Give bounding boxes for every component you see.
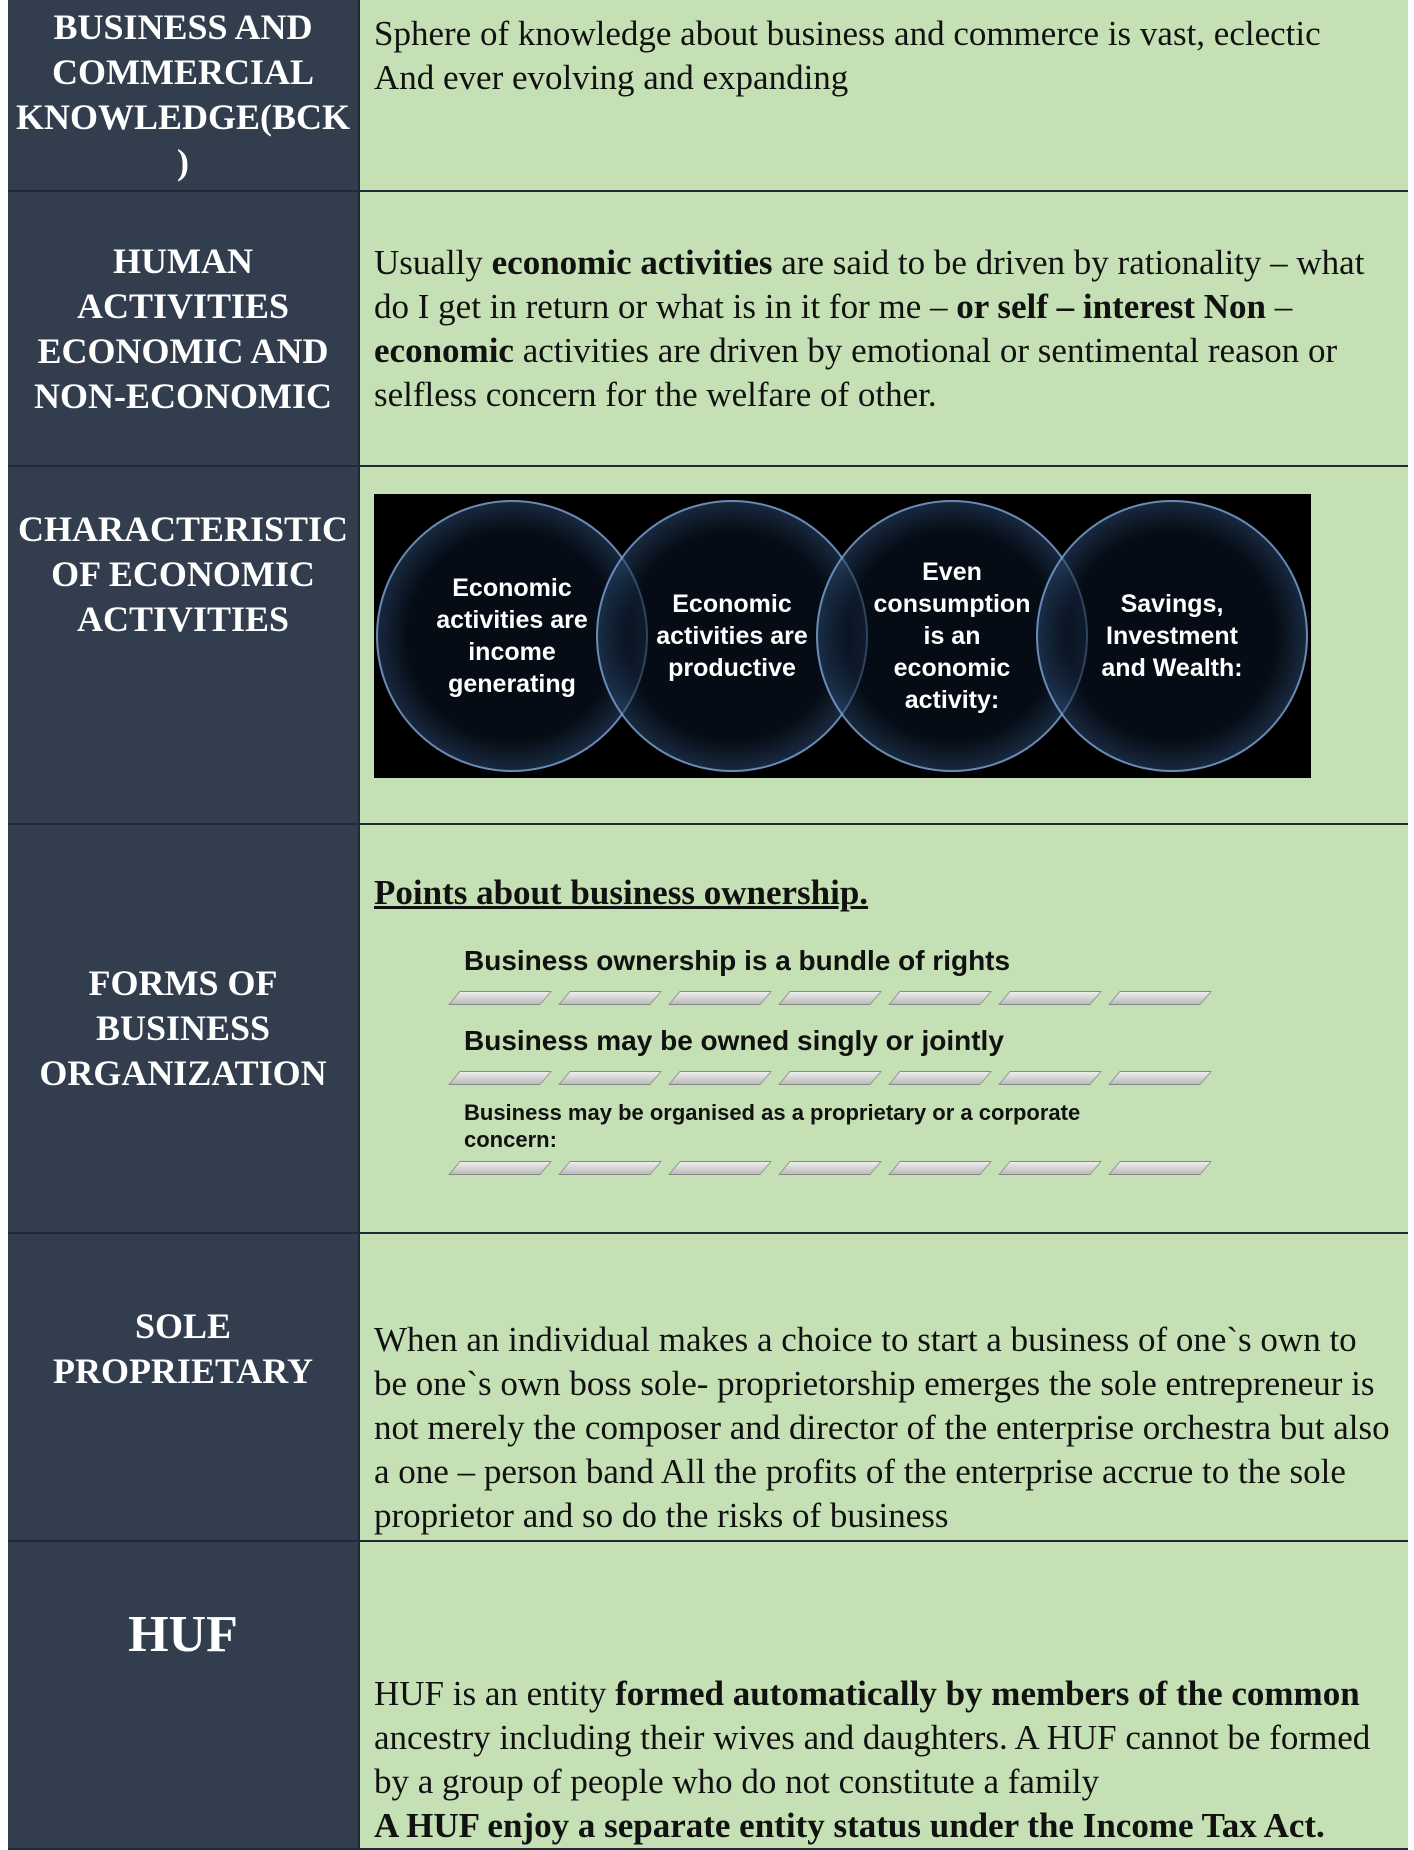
decor-bands <box>448 991 1396 1005</box>
text: ancestry including their wives and daugh… <box>374 1718 1371 1801</box>
point: Business may be organised as a proprieta… <box>464 1100 1081 1152</box>
decor-bands <box>448 1071 1396 1085</box>
bold-text: formed automatically by members of the c… <box>615 1674 1360 1713</box>
row-content: Economic activities are income generatin… <box>360 467 1408 823</box>
band <box>778 1071 882 1085</box>
table-row: SOLE PROPRIETARY When an individual makes… <box>8 1234 1408 1542</box>
paragraph: HUF is an entity formed automatically by… <box>374 1672 1396 1804</box>
text: activities are driven by emotional or se… <box>374 330 1338 414</box>
band <box>778 991 882 1005</box>
band <box>888 991 992 1005</box>
bold-text: A HUF enjoy a separate entity status und… <box>374 1806 1325 1845</box>
row-content: Sphere of knowledge about business and c… <box>360 0 1408 190</box>
band <box>998 1161 1102 1175</box>
row-header: SOLE PROPRIETARY <box>8 1234 360 1540</box>
paragraph: When an individual makes a choice to sta… <box>374 1318 1396 1538</box>
point: Business ownership is a bundle of rights <box>464 945 1011 976</box>
bold-text: economic activities <box>491 242 773 282</box>
band <box>558 991 662 1005</box>
band <box>778 1161 882 1175</box>
band <box>668 991 772 1005</box>
band <box>448 1071 552 1085</box>
text: – <box>1266 286 1293 326</box>
row-header: CHARACTERISTIC OF ECONOMIC ACTIVITIES <box>8 467 360 823</box>
text: Usually <box>374 242 492 282</box>
band <box>668 1161 772 1175</box>
row-content: HUF is an entity formed automatically by… <box>360 1542 1408 1848</box>
band <box>668 1071 772 1085</box>
band <box>558 1161 662 1175</box>
band <box>558 1071 662 1085</box>
row-header: HUF <box>8 1542 360 1848</box>
band <box>1108 991 1212 1005</box>
table-row: BUSINESS AND COMMERCIAL KNOWLEDGE(BCK) Sp… <box>8 0 1408 192</box>
paragraph: Sphere of knowledge about business and c… <box>374 12 1396 56</box>
row-header: HUMAN ACTIVITIES ECONOMIC AND NON-ECONOM… <box>8 192 360 465</box>
decor-bands <box>448 1161 1396 1175</box>
band <box>1108 1161 1212 1175</box>
text: Sphere of knowledge about business and c… <box>374 14 1321 53</box>
band <box>448 1161 552 1175</box>
paragraph: Usually economic activities are said to … <box>374 241 1396 417</box>
text: HUF is an entity <box>374 1674 616 1713</box>
row-content: Usually economic activities are said to … <box>360 192 1408 465</box>
row-content: When an individual makes a choice to sta… <box>360 1234 1408 1540</box>
band <box>448 991 552 1005</box>
band <box>888 1071 992 1085</box>
table-row: HUF HUF is an entity formed automatically… <box>8 1542 1408 1850</box>
bold-text: economic <box>374 330 514 370</box>
circles-graphic: Economic activities are income generatin… <box>374 494 1311 778</box>
text: And ever evolving and expanding <box>374 58 849 97</box>
band <box>888 1161 992 1175</box>
text: are said to be driven by rationality – w… <box>374 242 1365 326</box>
row-header: FORMS OF BUSINESS ORGANIZATION <box>8 825 360 1232</box>
band <box>998 991 1102 1005</box>
table-row: FORMS OF BUSINESS ORGANIZATION Points abo… <box>8 825 1408 1234</box>
section-heading: Points about business ownership. <box>374 873 869 912</box>
table-row: HUMAN ACTIVITIES ECONOMIC AND NON-ECONOM… <box>8 192 1408 467</box>
point: Business may be owned singly or jointly <box>464 1025 1004 1056</box>
paragraph: A HUF enjoy a separate entity status und… <box>374 1804 1396 1848</box>
row-content: Points about business ownership. Business… <box>360 825 1408 1232</box>
circle-label: Savings, Investment and Wealth: <box>1036 500 1308 772</box>
text: When an individual makes a choice to sta… <box>374 1320 1390 1535</box>
paragraph: And ever evolving and expanding <box>374 56 1396 100</box>
row-header: BUSINESS AND COMMERCIAL KNOWLEDGE(BCK) <box>8 0 360 190</box>
bold-text: or self – interest Non <box>956 286 1267 326</box>
band <box>998 1071 1102 1085</box>
table-row: CHARACTERISTIC OF ECONOMIC ACTIVITIES Eco… <box>8 467 1408 825</box>
band <box>1108 1071 1212 1085</box>
